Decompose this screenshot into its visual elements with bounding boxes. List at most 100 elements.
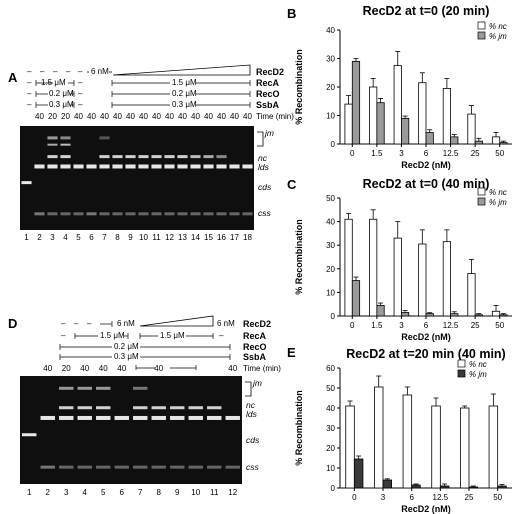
- band-css: [40, 465, 55, 469]
- gel-a-image: [20, 126, 254, 230]
- legend-swatch: [477, 21, 486, 30]
- lane-number: 1: [27, 488, 32, 497]
- legend-swatch: [457, 369, 466, 378]
- row-label-time: Time (min): [243, 364, 281, 373]
- x-tick-label: 1.5: [371, 149, 383, 158]
- band-css: [133, 465, 148, 469]
- row-label-reco: RecO: [256, 89, 280, 99]
- band-lds: [34, 164, 45, 169]
- lane-number: 17: [230, 233, 239, 242]
- band-nc: [47, 155, 58, 159]
- lane-number: 8: [156, 488, 161, 497]
- y-tick-label: 10: [326, 112, 335, 121]
- band-css: [164, 212, 175, 216]
- band-nc: [96, 406, 111, 410]
- band-cds: [22, 433, 37, 437]
- bar-nc: [344, 103, 353, 145]
- dash: –: [27, 78, 32, 87]
- band-nc: [177, 155, 188, 159]
- band-jm: [59, 386, 74, 390]
- lane-number: 6: [89, 233, 94, 242]
- time-value: 40: [154, 364, 164, 373]
- legend-label: % nc: [489, 22, 507, 31]
- row-label-recd2: RecD2: [243, 319, 272, 329]
- band-css: [114, 465, 129, 469]
- y-tick-label: 10: [326, 288, 335, 297]
- dash: –: [78, 89, 83, 98]
- band-label-jm: jm: [253, 378, 262, 388]
- band-jm: [96, 386, 111, 390]
- y-tick-label: 0: [331, 484, 336, 493]
- band-css: [188, 465, 203, 469]
- recd2-conc-right: 6 nM: [217, 319, 235, 328]
- band-label-css: css: [258, 208, 271, 218]
- bar-jm: [351, 60, 361, 145]
- lane-number: 3: [50, 233, 55, 242]
- band-jm: [77, 386, 92, 390]
- band-css: [203, 212, 214, 216]
- band-lds: [203, 164, 214, 169]
- row-label-time: Time (min): [256, 112, 294, 121]
- band-css: [125, 212, 136, 216]
- lane-number: 2: [45, 488, 50, 497]
- band-lds: [40, 415, 55, 420]
- x-tick-label: 6: [424, 321, 429, 330]
- band-lds: [133, 415, 148, 420]
- legend-label: % nc: [489, 188, 507, 197]
- bar-jm: [468, 486, 479, 489]
- chart-title: RecD2 at t=0 (40 min): [363, 177, 490, 191]
- ssba-conc-left: 0.3 μM: [49, 100, 74, 109]
- dash: –: [87, 319, 92, 328]
- legend-swatch: [477, 187, 486, 196]
- lane-number: 13: [178, 233, 187, 242]
- row-label-recd2: RecD2: [256, 67, 285, 77]
- bar-jm: [499, 142, 508, 145]
- band-nc: [133, 406, 148, 410]
- band-label-lds: lds: [258, 162, 269, 172]
- band-nc: [190, 155, 201, 159]
- band-lds: [242, 164, 253, 169]
- band-css: [86, 212, 97, 216]
- lane-number: 11: [210, 488, 219, 497]
- bar-nc: [467, 113, 476, 145]
- band-lds: [73, 164, 84, 169]
- bar-nc: [344, 218, 353, 317]
- band-css: [190, 212, 201, 216]
- band-lds: [125, 164, 136, 169]
- y-tick-label: 50: [326, 194, 335, 203]
- y-tick-label: 20: [326, 83, 335, 92]
- bar-jm: [450, 136, 459, 145]
- band-cds: [21, 181, 32, 185]
- band-lds: [114, 415, 129, 420]
- dash: –: [53, 67, 58, 76]
- reco-conc-right: 0.2 μM: [172, 89, 197, 98]
- y-tick-label: 0: [331, 140, 336, 149]
- time-value: 40: [43, 364, 53, 373]
- panel-label-b: B: [287, 6, 297, 21]
- band-lds: [177, 164, 188, 169]
- band-nc: [99, 155, 110, 159]
- band-css: [112, 212, 123, 216]
- band-css: [138, 212, 149, 216]
- band-css: [242, 212, 253, 216]
- band-nc: [164, 155, 175, 159]
- lane-number: 8: [115, 233, 120, 242]
- bar-jm: [353, 458, 364, 489]
- dash: –: [78, 78, 83, 87]
- bar-jm: [401, 117, 410, 145]
- band-lds: [216, 164, 227, 169]
- legend-swatch: [477, 197, 486, 206]
- bar-jm: [425, 132, 434, 145]
- lane-number: 7: [102, 233, 107, 242]
- bar-nc: [467, 273, 476, 317]
- x-tick-label: 50: [495, 321, 504, 330]
- lane-number: 40: [74, 112, 83, 121]
- bar-nc: [442, 88, 451, 145]
- band-nc: [112, 155, 123, 159]
- x-tick-label: 50: [495, 149, 504, 158]
- row-label-reca: RecA: [243, 331, 267, 341]
- x-tick-label: 0: [350, 149, 355, 158]
- bar-jm: [474, 314, 483, 317]
- band-lds: [151, 415, 166, 420]
